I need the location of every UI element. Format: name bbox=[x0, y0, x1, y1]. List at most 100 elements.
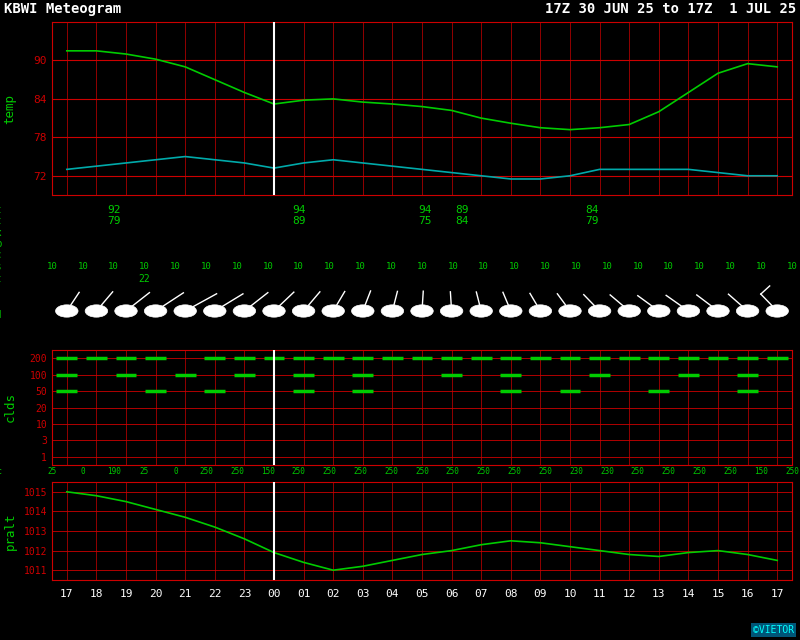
Text: 79: 79 bbox=[107, 216, 121, 226]
Text: 10: 10 bbox=[232, 262, 242, 271]
Text: 10: 10 bbox=[355, 262, 366, 271]
Text: 10: 10 bbox=[417, 262, 427, 271]
Text: 150: 150 bbox=[754, 467, 768, 476]
Text: wgst: wgst bbox=[0, 274, 2, 284]
Text: 10: 10 bbox=[540, 262, 550, 271]
Text: 07: 07 bbox=[474, 589, 488, 599]
Text: 250: 250 bbox=[446, 467, 460, 476]
Text: 08: 08 bbox=[504, 589, 518, 599]
Text: 10: 10 bbox=[46, 262, 58, 271]
Text: 250: 250 bbox=[199, 467, 213, 476]
Text: 09: 09 bbox=[534, 589, 547, 599]
Circle shape bbox=[766, 305, 789, 317]
Text: 10: 10 bbox=[170, 262, 181, 271]
Text: 17: 17 bbox=[60, 589, 74, 599]
Text: 20: 20 bbox=[149, 589, 162, 599]
Circle shape bbox=[144, 305, 167, 317]
Text: 12: 12 bbox=[622, 589, 636, 599]
Text: 17: 17 bbox=[770, 589, 784, 599]
Circle shape bbox=[706, 305, 730, 317]
Text: wind: wind bbox=[0, 310, 2, 320]
Circle shape bbox=[85, 305, 108, 317]
Text: KBWI Meteogram: KBWI Meteogram bbox=[4, 2, 122, 16]
Text: 250: 250 bbox=[322, 467, 337, 476]
Circle shape bbox=[558, 305, 582, 317]
Text: 79: 79 bbox=[585, 216, 598, 226]
Text: 250: 250 bbox=[384, 467, 398, 476]
Text: 10: 10 bbox=[262, 262, 274, 271]
Text: 250: 250 bbox=[693, 467, 706, 476]
Text: 02: 02 bbox=[326, 589, 340, 599]
Text: 250: 250 bbox=[785, 467, 799, 476]
Text: 150: 150 bbox=[261, 467, 274, 476]
Text: 17Z 30 JUN 25 to 17Z  1 JUL 25: 17Z 30 JUN 25 to 17Z 1 JUL 25 bbox=[545, 2, 796, 16]
Text: 10: 10 bbox=[324, 262, 335, 271]
Text: 10: 10 bbox=[663, 262, 674, 271]
Text: 19: 19 bbox=[119, 589, 133, 599]
Text: clds: clds bbox=[3, 392, 17, 422]
Text: snwdp: snwdp bbox=[0, 239, 2, 249]
Circle shape bbox=[114, 305, 138, 317]
Text: 250: 250 bbox=[354, 467, 367, 476]
Text: 06: 06 bbox=[445, 589, 458, 599]
Text: 25: 25 bbox=[140, 467, 149, 476]
Text: 10: 10 bbox=[447, 262, 458, 271]
Text: 10: 10 bbox=[563, 589, 577, 599]
Text: 21: 21 bbox=[178, 589, 192, 599]
Text: 92: 92 bbox=[107, 205, 121, 215]
Text: 230: 230 bbox=[570, 467, 583, 476]
Text: 25: 25 bbox=[47, 467, 57, 476]
Circle shape bbox=[174, 305, 197, 317]
Text: mint: mint bbox=[0, 216, 2, 226]
Text: 03: 03 bbox=[356, 589, 370, 599]
Text: 250: 250 bbox=[507, 467, 522, 476]
Text: 10: 10 bbox=[108, 262, 119, 271]
Text: 250: 250 bbox=[538, 467, 552, 476]
Text: 16: 16 bbox=[741, 589, 754, 599]
Text: 10: 10 bbox=[478, 262, 489, 271]
Text: 89: 89 bbox=[293, 216, 306, 226]
Text: 250: 250 bbox=[230, 467, 244, 476]
Circle shape bbox=[677, 305, 700, 317]
Text: 10: 10 bbox=[756, 262, 766, 271]
Text: 10: 10 bbox=[78, 262, 88, 271]
Text: 23: 23 bbox=[238, 589, 251, 599]
Text: 250: 250 bbox=[477, 467, 490, 476]
Text: 10: 10 bbox=[786, 262, 798, 271]
Text: 10: 10 bbox=[386, 262, 397, 271]
Text: 10: 10 bbox=[139, 262, 150, 271]
Text: pralt: pralt bbox=[3, 512, 17, 550]
Text: 14: 14 bbox=[682, 589, 695, 599]
Text: temp: temp bbox=[3, 93, 17, 124]
Text: 05: 05 bbox=[415, 589, 429, 599]
Circle shape bbox=[440, 305, 463, 317]
Text: 10: 10 bbox=[294, 262, 304, 271]
Circle shape bbox=[55, 305, 78, 317]
Text: 250: 250 bbox=[662, 467, 676, 476]
Text: 190: 190 bbox=[106, 467, 121, 476]
Text: 10: 10 bbox=[602, 262, 612, 271]
Text: 10: 10 bbox=[725, 262, 736, 271]
Text: 230: 230 bbox=[600, 467, 614, 476]
Text: maxt: maxt bbox=[0, 205, 2, 215]
Text: 22: 22 bbox=[208, 589, 222, 599]
Text: 22: 22 bbox=[138, 274, 150, 284]
Circle shape bbox=[529, 305, 552, 317]
Circle shape bbox=[262, 305, 286, 317]
Text: vis: vis bbox=[0, 262, 2, 272]
Circle shape bbox=[381, 305, 404, 317]
Text: 89: 89 bbox=[455, 205, 469, 215]
Circle shape bbox=[499, 305, 522, 317]
Text: 10: 10 bbox=[633, 262, 643, 271]
Text: 04: 04 bbox=[386, 589, 399, 599]
Circle shape bbox=[588, 305, 611, 317]
Text: 10: 10 bbox=[201, 262, 211, 271]
Text: 94: 94 bbox=[293, 205, 306, 215]
Text: 15: 15 bbox=[711, 589, 725, 599]
Text: 75: 75 bbox=[418, 216, 432, 226]
Text: 01: 01 bbox=[297, 589, 310, 599]
Circle shape bbox=[351, 305, 374, 317]
Text: 13: 13 bbox=[652, 589, 666, 599]
Text: 10: 10 bbox=[694, 262, 705, 271]
Text: ©VIETOR: ©VIETOR bbox=[754, 625, 794, 635]
